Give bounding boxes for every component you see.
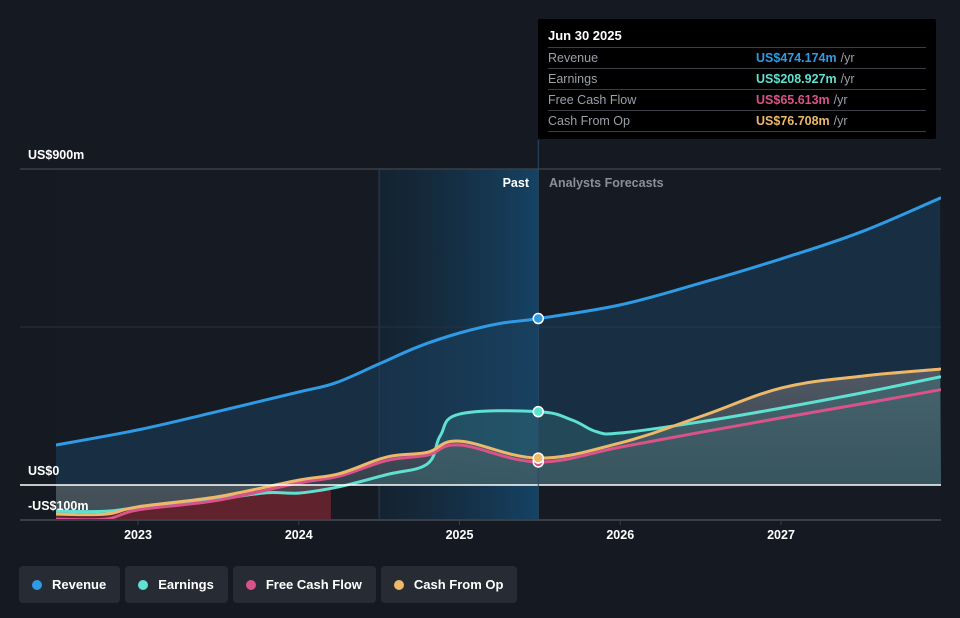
tooltip-unit: /yr: [833, 93, 848, 107]
legend-label: Cash From Op: [413, 577, 504, 592]
x-tick-label: 2025: [446, 528, 474, 542]
tooltip-label: Free Cash Flow: [548, 93, 637, 107]
x-tick-label: 2027: [767, 528, 795, 542]
cash-from-op-line: [56, 367, 941, 517]
legend-item-free-cash-flow[interactable]: Free Cash Flow: [232, 566, 376, 603]
y-tick-label: -US$100m: [28, 499, 88, 513]
tooltip-value: US$208.927m: [756, 72, 837, 86]
free-cash-flow-dot-icon: [245, 579, 256, 590]
legend-label: Earnings: [158, 577, 214, 592]
tooltip-value: US$65.613m: [756, 93, 830, 107]
cash-from-op-highlight-dot: [532, 452, 545, 464]
free-cash-flow-line: [56, 388, 941, 520]
earnings-dot-icon: [138, 579, 149, 590]
x-tick-label: 2026: [606, 528, 634, 542]
tooltip-row-revenue: Revenue US$474.174m /yr: [548, 48, 926, 69]
tooltip-date: Jun 30 2025: [548, 27, 926, 48]
tooltip-value: US$474.174m: [756, 51, 837, 65]
revenue-dot-icon: [32, 579, 42, 590]
tooltip-label: Cash From Op: [548, 114, 630, 128]
tooltip-unit: /yr: [833, 114, 848, 128]
y-tick-label: US$0: [28, 464, 59, 478]
tooltip-label: Revenue: [548, 51, 599, 65]
legend: Revenue Earnings Free Cash Flow Cash Fro…: [19, 566, 518, 603]
tooltip-label: Earnings: [548, 72, 598, 86]
tooltip-unit: /yr: [840, 72, 855, 86]
tooltip-row-cash-from-op: Cash From Op US$76.708m /yr: [548, 111, 926, 132]
legend-label: Revenue: [52, 577, 107, 592]
legend-item-revenue[interactable]: Revenue: [19, 566, 121, 603]
x-tick-label: 2024: [285, 528, 313, 542]
earnings-highlight-dot: [532, 405, 545, 418]
tooltip-value: US$76.708m: [756, 114, 830, 128]
y-tick-label: US$900m: [28, 148, 84, 162]
forecast-label: Analysts Forecasts: [549, 176, 664, 190]
tooltip-row-free-cash-flow: Free Cash Flow US$65.613m /yr: [548, 90, 926, 111]
past-label: Past: [503, 176, 530, 190]
legend-item-cash-from-op[interactable]: Cash From Op: [380, 566, 518, 603]
tooltip-unit: /yr: [840, 51, 855, 65]
cash-from-op-dot-icon: [393, 579, 404, 590]
tooltip-row-earnings: Earnings US$208.927m /yr: [548, 69, 926, 90]
revenue-highlight-dot: [532, 312, 545, 325]
revenue-line: [56, 196, 941, 447]
legend-label: Free Cash Flow: [265, 577, 362, 592]
legend-item-earnings[interactable]: Earnings: [125, 566, 228, 603]
x-tick-label: 2023: [124, 528, 152, 542]
earnings-area: [56, 376, 941, 512]
tooltip-panel: Jun 30 2025 Revenue US$474.174m /yr Earn…: [538, 19, 936, 139]
cash-from-op-area: [56, 369, 941, 515]
